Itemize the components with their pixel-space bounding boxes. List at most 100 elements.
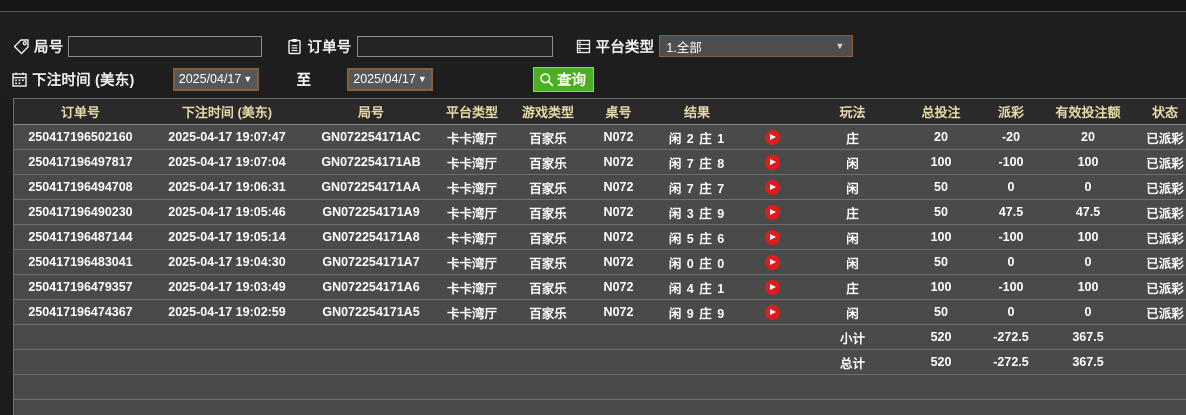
col-header-payout[interactable]: 派彩	[977, 99, 1045, 125]
table-row[interactable]: 250417196490230 2025-04-17 19:05:46 GN0722…	[14, 199, 1186, 225]
play-icon[interactable]	[764, 204, 780, 220]
cell-table-no: N072	[587, 274, 650, 300]
play-icon[interactable]	[764, 229, 780, 245]
cell-table-no: N072	[587, 124, 650, 150]
summary-row: 总计 520 -272.5 367.5	[14, 349, 1186, 375]
table-row[interactable]: 250417196494708 2025-04-17 19:06:31 GN0722…	[14, 174, 1186, 200]
cell-result: 闲 7 庄 8	[650, 149, 744, 175]
summary-empty-cell	[650, 349, 744, 375]
col-header-table-no[interactable]: 桌号	[587, 99, 650, 125]
cell-order-no: 250417196490230	[14, 199, 147, 225]
table-row[interactable]: 250417196479357 2025-04-17 19:03:49 GN0722…	[14, 274, 1186, 300]
cell-table-no: N072	[587, 174, 650, 200]
cell-order-no: 250417196502160	[14, 124, 147, 150]
chevron-down-icon: ▼	[835, 41, 845, 51]
summary-empty-cell	[14, 349, 147, 375]
cell-replay	[744, 224, 800, 250]
cell-valid-bet: 0	[1045, 249, 1131, 275]
cell-status: 已派彩	[1131, 299, 1186, 325]
query-button[interactable]: 查询	[533, 66, 594, 92]
col-header-platform-type[interactable]: 平台类型	[435, 99, 509, 125]
cell-platform-type: 卡卡湾厅	[435, 149, 509, 175]
table-row[interactable]: 250417196474367 2025-04-17 19:02:59 GN0722…	[14, 299, 1186, 325]
summary-total-bet: 520	[905, 349, 977, 375]
cell-game-type: 百家乐	[509, 249, 587, 275]
cell-total-bet: 50	[905, 249, 977, 275]
table-row[interactable]: 250417196483041 2025-04-17 19:04:30 GN0722…	[14, 249, 1186, 275]
summary-row: 小计 520 -272.5 367.5	[14, 324, 1186, 350]
cell-payout: -100	[977, 274, 1045, 300]
bet-time-to-value: 2025/04/17	[353, 72, 416, 86]
platform-type-select[interactable]: 1.全部 ▼	[659, 35, 854, 57]
table-row[interactable]: 250417196487144 2025-04-17 19:05:14 GN0722…	[14, 224, 1186, 250]
cell-status: 已派彩	[1131, 199, 1186, 225]
order-no-input[interactable]	[356, 35, 553, 57]
bet-time-to-datepicker[interactable]: 2025/04/17 ▼	[347, 67, 433, 91]
summary-payout: -272.5	[977, 349, 1045, 375]
filler-cell	[905, 374, 977, 400]
cell-platform-type: 卡卡湾厅	[435, 224, 509, 250]
cell-total-bet: 50	[905, 299, 977, 325]
table-row[interactable]: 250417196502160 2025-04-17 19:07:47 GN0722…	[14, 124, 1186, 150]
cell-total-bet: 100	[905, 224, 977, 250]
cell-play-type: 闲	[800, 174, 905, 200]
summary-empty-cell	[435, 324, 509, 350]
cell-valid-bet: 20	[1045, 124, 1131, 150]
summary-empty-cell	[509, 349, 587, 375]
col-header-game-type[interactable]: 游戏类型	[509, 99, 587, 125]
cell-result: 闲 7 庄 7	[650, 174, 744, 200]
bet-time-from-datepicker[interactable]: 2025/04/17 ▼	[172, 67, 259, 91]
cell-bet-time: 2025-04-17 19:02:59	[147, 299, 307, 325]
play-icon[interactable]	[764, 304, 780, 320]
cell-result: 闲 9 庄 9	[650, 299, 744, 325]
cell-play-type: 闲	[800, 249, 905, 275]
bet-records-table-container: 订单号 下注时间 (美东) 局号 平台类型 游戏类型 桌号 结果 玩法 总投注 …	[13, 98, 1186, 415]
round-no-input[interactable]	[68, 35, 263, 57]
cell-play-type: 闲	[800, 224, 905, 250]
play-icon[interactable]	[764, 254, 780, 270]
round-no-label: 局号	[34, 39, 64, 56]
table-row[interactable]: 250417196497817 2025-04-17 19:07:04 GN0722…	[14, 149, 1186, 175]
col-header-play-type[interactable]: 玩法	[800, 99, 905, 125]
play-icon[interactable]	[764, 179, 780, 195]
summary-valid-bet: 367.5	[1045, 349, 1131, 375]
cell-play-type: 庄	[800, 199, 905, 225]
chevron-down-icon: ▼	[417, 73, 427, 84]
col-header-order-no[interactable]: 订单号	[14, 99, 147, 125]
col-header-bet-time[interactable]: 下注时间 (美东)	[147, 99, 307, 125]
cell-payout: -20	[977, 124, 1045, 150]
cell-replay	[744, 249, 800, 275]
cell-round-no: GN072254171A9	[307, 199, 435, 225]
cell-total-bet: 20	[905, 124, 977, 150]
col-header-round-no[interactable]: 局号	[307, 99, 435, 125]
col-header-total-bet[interactable]: 总投注	[905, 99, 977, 125]
play-icon[interactable]	[764, 279, 780, 295]
cell-platform-type: 卡卡湾厅	[435, 299, 509, 325]
cell-order-no: 250417196487144	[14, 224, 147, 250]
col-header-status[interactable]: 状态	[1131, 99, 1186, 125]
summary-label: 小计	[800, 324, 905, 350]
cell-valid-bet: 0	[1045, 174, 1131, 200]
cell-status: 已派彩	[1131, 174, 1186, 200]
filler-cell	[435, 374, 509, 400]
col-header-valid-bet[interactable]: 有效投注额	[1045, 99, 1131, 125]
play-icon[interactable]	[764, 129, 780, 145]
cell-play-type: 闲	[800, 149, 905, 175]
summary-empty-cell	[307, 324, 435, 350]
summary-empty-cell	[587, 324, 650, 350]
cell-table-no: N072	[587, 249, 650, 275]
cell-payout: 47.5	[977, 199, 1045, 225]
cell-valid-bet: 47.5	[1045, 199, 1131, 225]
summary-empty-cell	[509, 324, 587, 350]
play-icon[interactable]	[764, 154, 780, 170]
platform-type-field-group: 平台类型 1.全部 ▼	[575, 35, 854, 57]
summary-label: 总计	[800, 349, 905, 375]
order-no-label: 订单号	[307, 39, 352, 56]
cell-valid-bet: 100	[1045, 274, 1131, 300]
summary-empty-cell	[14, 324, 147, 350]
cell-table-no: N072	[587, 299, 650, 325]
cell-valid-bet: 0	[1045, 299, 1131, 325]
cell-status: 已派彩	[1131, 124, 1186, 150]
col-header-result[interactable]: 结果	[650, 99, 744, 125]
cell-order-no: 250417196483041	[14, 249, 147, 275]
